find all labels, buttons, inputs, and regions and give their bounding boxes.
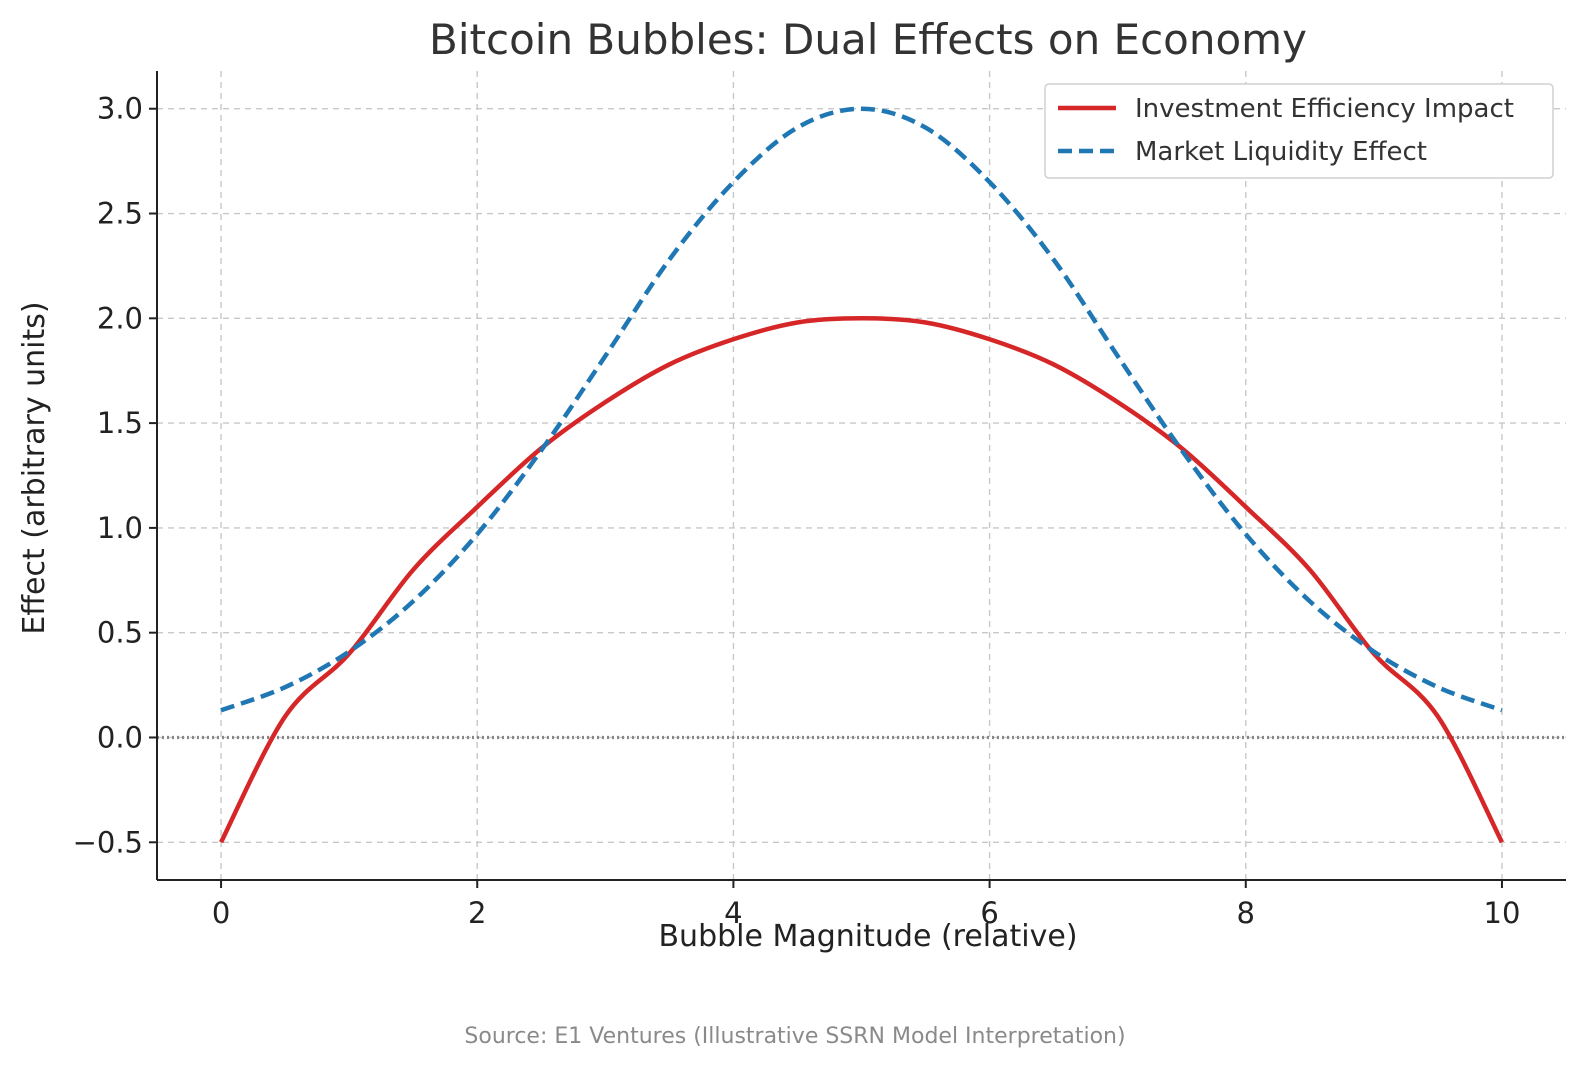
x-tick-label: 6 (980, 896, 998, 930)
y-tick-label: −0.5 (73, 825, 143, 859)
x-tick-label: 2 (468, 896, 486, 930)
series-layer (219, 106, 1504, 844)
legend-box (1044, 83, 1554, 179)
legend: Investment Efficiency Impact Market Liqu… (1044, 83, 1554, 179)
legend-label-investment: Investment Efficiency Impact (1135, 94, 1514, 124)
series-line-market-liquidity (220, 106, 1503, 713)
y-tick-label: 1.5 (97, 406, 143, 440)
x-tick-label: 8 (1237, 896, 1255, 930)
y-tick-label: 1.0 (97, 511, 143, 545)
y-tick-label: 2.5 (97, 197, 143, 231)
y-tick-label: 3.0 (97, 92, 143, 126)
ticks: 0 2 4 6 8 10 −0.5 0.0 0.5 1.0 1.5 2.0 2.5 3.0 (73, 92, 1521, 930)
axes (156, 71, 1566, 881)
grid (157, 71, 1566, 880)
legend-label-liquidity: Market Liquidity Effect (1135, 137, 1427, 167)
x-tick-label: 0 (212, 896, 230, 930)
y-tick-label: 0.0 (97, 720, 143, 754)
y-tick-label: 2.0 (97, 301, 143, 335)
chart-title: Bitcoin Bubbles: Dual Effects on Economy (429, 15, 1307, 64)
y-tick-label: 0.5 (97, 616, 143, 650)
series-line-investment-efficiency (219, 316, 1504, 844)
x-tick-label: 10 (1484, 896, 1521, 930)
x-tick-label: 4 (724, 896, 742, 930)
source-note: Source: E1 Ventures (Illustrative SSRN M… (464, 1024, 1125, 1049)
y-axis-label: Effect (arbitrary units) (17, 301, 52, 634)
x-axis-label: Bubble Magnitude (relative) (658, 919, 1077, 954)
